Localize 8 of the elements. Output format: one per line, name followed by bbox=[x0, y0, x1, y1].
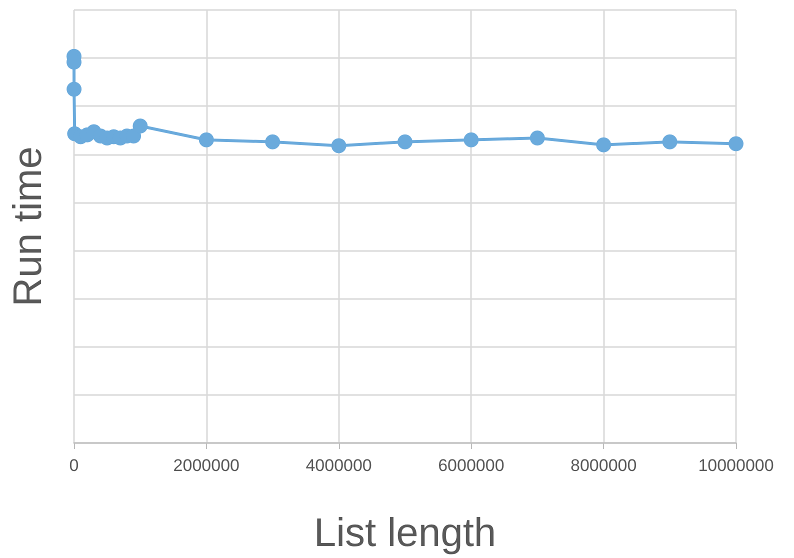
x-tick-label: 4000000 bbox=[306, 456, 372, 475]
x-tick-label: 2000000 bbox=[173, 456, 240, 475]
x-tick-label: 0 bbox=[69, 456, 79, 475]
x-tick-label: 8000000 bbox=[570, 456, 637, 475]
x-tick-label: 10000000 bbox=[698, 456, 774, 475]
y-axis-title: Run time bbox=[6, 146, 50, 307]
x-axis-title: List length bbox=[314, 511, 496, 555]
x-tick-label: 6000000 bbox=[438, 456, 504, 475]
